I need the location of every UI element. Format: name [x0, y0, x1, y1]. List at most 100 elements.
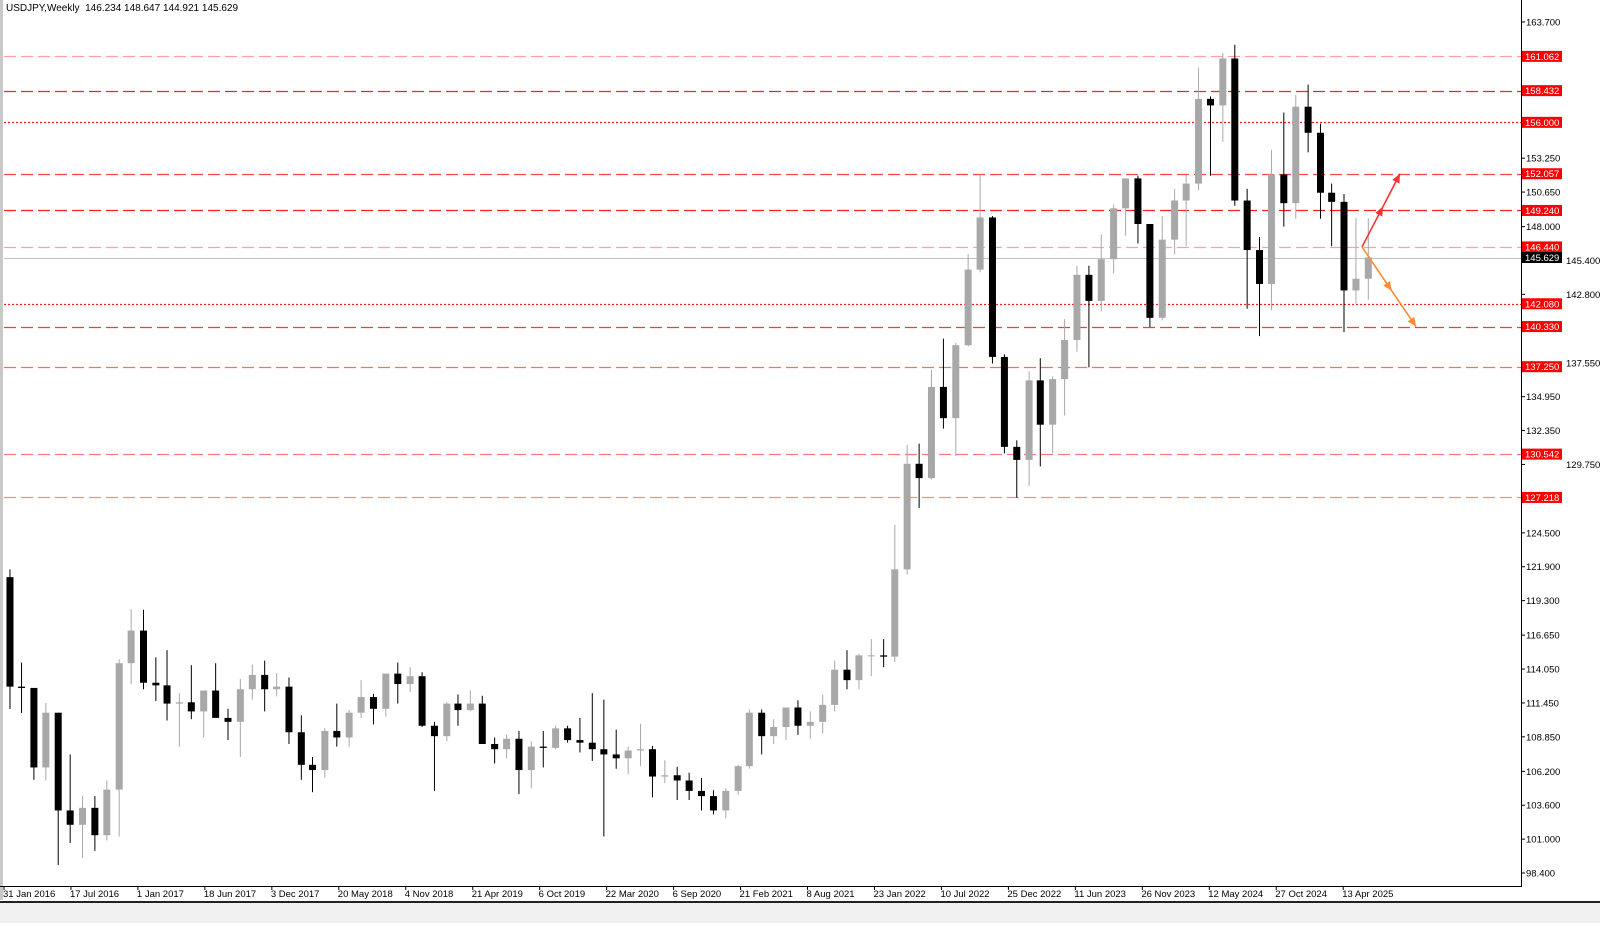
- bear-candle: [140, 630, 147, 683]
- y-tick-label: 153.250: [1526, 154, 1560, 165]
- x-tick-label: 21 Feb 2021: [740, 889, 793, 900]
- x-tick-label: 4 Nov 2018: [405, 889, 454, 900]
- arrowhead-icon: [1392, 173, 1400, 184]
- bear-candle: [794, 707, 802, 726]
- y-tick-label: 163.700: [1526, 18, 1560, 29]
- y-tick-label: 142.800: [1566, 290, 1600, 301]
- y-tick-label: 98.400: [1526, 869, 1555, 880]
- y-tick-label: 145.400: [1566, 256, 1600, 267]
- bear-candle: [843, 669, 851, 681]
- bear-candle: [915, 463, 923, 479]
- level-label: 127.218: [1525, 493, 1559, 504]
- y-tick-label: 134.950: [1526, 392, 1560, 403]
- bear-candle: [612, 754, 620, 759]
- bear-candle: [1134, 178, 1142, 224]
- bull-candle: [1292, 106, 1300, 204]
- bear-candle: [369, 697, 377, 709]
- bull-candle: [1182, 183, 1190, 201]
- bull-candle: [527, 746, 535, 771]
- y-tick-label: 148.000: [1526, 222, 1560, 233]
- bull-candle: [952, 345, 960, 419]
- x-tick-label: 21 Apr 2019: [472, 889, 523, 900]
- bull-candle: [321, 730, 329, 771]
- x-tick-label: 22 Mar 2020: [606, 889, 659, 900]
- bear-candle: [224, 717, 232, 722]
- bull-candle: [782, 707, 790, 728]
- x-tick-label: 17 Jul 2016: [70, 889, 119, 900]
- bull-candle: [236, 689, 244, 722]
- level-label-box: [1522, 298, 1562, 310]
- bear-candle: [491, 743, 499, 750]
- x-tick-label: 20 May 2018: [338, 889, 393, 900]
- x-tick-label: 12 May 2024: [1208, 889, 1263, 900]
- bear-candle: [880, 655, 888, 657]
- bull-candle: [637, 749, 645, 751]
- y-tick-label: 129.750: [1566, 460, 1600, 471]
- bull-candle: [503, 738, 511, 750]
- level-label-box: [1522, 85, 1562, 97]
- arrowhead-icon: [1383, 281, 1392, 291]
- bull-candle: [891, 569, 899, 657]
- bull-candle: [273, 686, 281, 690]
- bull-candle: [1195, 98, 1203, 184]
- x-tick-label: 31 Jan 2016: [3, 889, 55, 900]
- bull-candle: [1061, 339, 1069, 380]
- bear-candle: [673, 775, 681, 781]
- ohlc-values: 146.234 148.647 144.921 145.629: [85, 3, 239, 14]
- x-tick-label: 23 Jan 2022: [873, 889, 925, 900]
- bear-candle: [66, 810, 74, 825]
- level-label-box: [1522, 168, 1562, 180]
- bear-candle: [418, 676, 426, 726]
- bull-candle: [552, 728, 560, 748]
- bull-candle: [1352, 278, 1360, 291]
- bear-candle: [1146, 223, 1154, 318]
- level-label-box: [1522, 321, 1562, 333]
- bear-candle: [600, 749, 608, 755]
- current-price-label: 145.629: [1525, 253, 1559, 264]
- y-tick-label: 106.200: [1526, 767, 1560, 778]
- y-tick-label: 114.050: [1526, 665, 1560, 676]
- bull-candle: [734, 766, 742, 791]
- x-tick-label: 6 Sep 2020: [673, 889, 722, 900]
- bull-candle: [443, 703, 451, 737]
- level-label: 140.330: [1525, 322, 1559, 333]
- bear-candle: [91, 807, 99, 836]
- bear-candle: [454, 703, 462, 711]
- bear-candle: [576, 740, 584, 743]
- bear-candle: [478, 703, 486, 744]
- x-tick-label: 18 Jun 2017: [204, 889, 256, 900]
- bull-candle: [855, 655, 863, 681]
- level-label: 142.080: [1525, 299, 1559, 310]
- bear-candle: [152, 682, 160, 686]
- level-label-box: [1522, 361, 1562, 373]
- x-tick-label: 8 Aug 2021: [807, 889, 855, 900]
- y-tick-label: 132.350: [1526, 426, 1560, 437]
- bull-candle: [661, 775, 669, 777]
- bull-candle: [1122, 178, 1130, 209]
- bear-candle: [212, 690, 220, 718]
- arrowhead-icon: [1375, 206, 1383, 217]
- bear-candle: [648, 749, 656, 777]
- level-label-box: [1522, 50, 1562, 62]
- chart-title: USDJPY,Weekly 146.234 148.647 144.921 14…: [6, 3, 238, 14]
- level-label: 152.057: [1525, 169, 1559, 180]
- level-label-box: [1522, 491, 1562, 503]
- bear-candle: [698, 790, 705, 797]
- bull-candle: [831, 669, 839, 705]
- bull-candle: [927, 386, 935, 479]
- y-tick-label: 119.300: [1526, 596, 1560, 607]
- bull-candle: [382, 673, 390, 709]
- level-label-box: [1522, 116, 1562, 128]
- bear-candle: [30, 687, 38, 768]
- bear-candle: [1243, 200, 1251, 251]
- y-tick-label: 103.600: [1526, 801, 1560, 812]
- bull-candle: [806, 721, 814, 726]
- bear-candle: [515, 738, 523, 771]
- y-tick-label: 150.650: [1526, 188, 1560, 199]
- y-tick-label: 108.850: [1526, 732, 1560, 743]
- bull-candle: [79, 807, 87, 825]
- y-tick-label: 137.550: [1566, 358, 1600, 369]
- level-label: 161.062: [1525, 52, 1559, 63]
